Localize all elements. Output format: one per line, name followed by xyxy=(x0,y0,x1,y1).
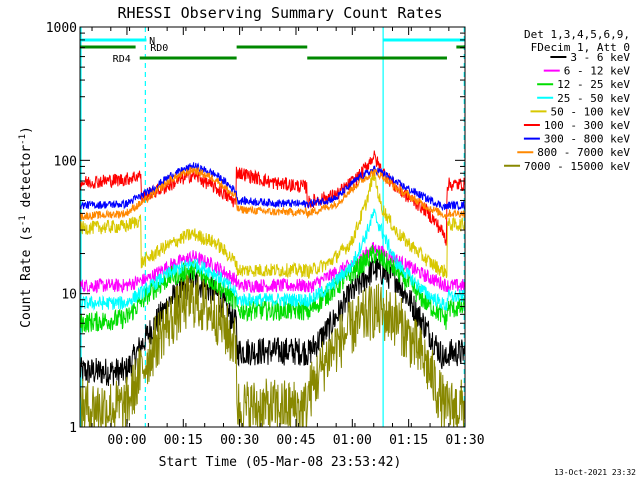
legend-label-3: 25 - 50 keV xyxy=(557,92,630,105)
legend-label-7: 800 - 7000 keV xyxy=(537,146,630,159)
legend-header-1: Det 1,3,4,5,6,9, xyxy=(524,28,630,41)
x-axis-label: Start Time (05-Mar-08 23:53:42) xyxy=(159,455,402,470)
series-3 xyxy=(80,208,465,312)
x-tick-label-1: 00:15 xyxy=(164,433,203,448)
legend-label-5: 100 - 300 keV xyxy=(544,119,630,132)
x-tick-label-4: 01:00 xyxy=(333,433,372,448)
flag-label-1: RD0 xyxy=(150,43,168,54)
x-tick-label-0: 00:00 xyxy=(107,433,146,448)
series-8 xyxy=(80,275,465,427)
series-0 xyxy=(80,257,465,387)
series-layer xyxy=(80,150,465,427)
legend-label-8: 7000 - 15000 keV xyxy=(524,160,630,173)
legend: Det 1,3,4,5,6,9, FDecim 1, Att 0 3 - 6 k… xyxy=(504,28,630,173)
y-tick-label-3: 1000 xyxy=(46,21,77,36)
x-tick-label-2: 00:30 xyxy=(220,433,259,448)
legend-label-6: 300 - 800 keV xyxy=(544,133,630,146)
x-tick-label-3: 00:45 xyxy=(276,433,315,448)
footer-date: 13-Oct-2021 23:32 xyxy=(554,468,636,477)
plot-frame xyxy=(79,26,466,428)
flag-label-0: N xyxy=(149,36,155,47)
y-axis-label: Count Rate (s-1 detector-1) xyxy=(18,126,34,328)
series-6 xyxy=(80,162,465,212)
axes: 00:00 00:15 00:30 00:45 01:00 01:15 01:30 1 10 10… xyxy=(46,21,485,448)
legend-label-1: 6 - 12 keV xyxy=(564,65,631,78)
series-5 xyxy=(80,150,465,246)
legend-label-4: 50 - 100 keV xyxy=(551,105,631,118)
y-tick-label-0: 1 xyxy=(69,421,77,436)
y-tick-label-1: 10 xyxy=(61,288,77,303)
y-tick-label-2: 100 xyxy=(54,154,77,169)
x-tick-label-5: 01:15 xyxy=(389,433,428,448)
x-tick-label-6: 01:30 xyxy=(445,433,484,448)
flag-label-2: RD4 xyxy=(113,54,131,65)
legend-header-2: FDecim 1, Att 0 xyxy=(531,41,630,54)
legend-label-2: 12 - 25 keV xyxy=(557,78,630,91)
series-7 xyxy=(80,166,465,221)
legend-label-0: 3 - 6 keV xyxy=(570,51,630,64)
series-4 xyxy=(80,168,465,280)
chart-title: RHESSI Observing Summary Count Rates xyxy=(117,4,442,22)
